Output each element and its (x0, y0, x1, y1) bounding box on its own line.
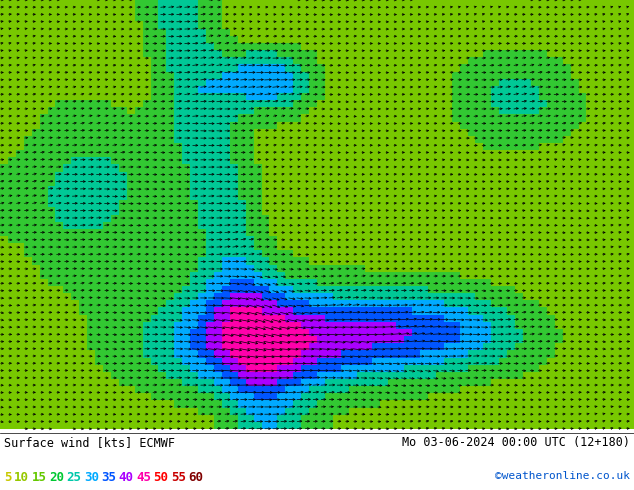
Text: ©weatheronline.co.uk: ©weatheronline.co.uk (495, 471, 630, 481)
Text: 5: 5 (4, 471, 11, 484)
Text: 10: 10 (14, 471, 29, 484)
Text: 20: 20 (49, 471, 64, 484)
Text: 30: 30 (84, 471, 99, 484)
Text: 45: 45 (136, 471, 151, 484)
Text: 25: 25 (67, 471, 81, 484)
Text: 15: 15 (32, 471, 47, 484)
Text: Mo 03-06-2024 00:00 UTC (12+180): Mo 03-06-2024 00:00 UTC (12+180) (402, 437, 630, 449)
Text: Surface wind [kts] ECMWF: Surface wind [kts] ECMWF (4, 437, 175, 449)
Text: 40: 40 (119, 471, 134, 484)
Text: 50: 50 (153, 471, 169, 484)
Text: 60: 60 (188, 471, 204, 484)
Text: 55: 55 (171, 471, 186, 484)
Text: 35: 35 (101, 471, 116, 484)
